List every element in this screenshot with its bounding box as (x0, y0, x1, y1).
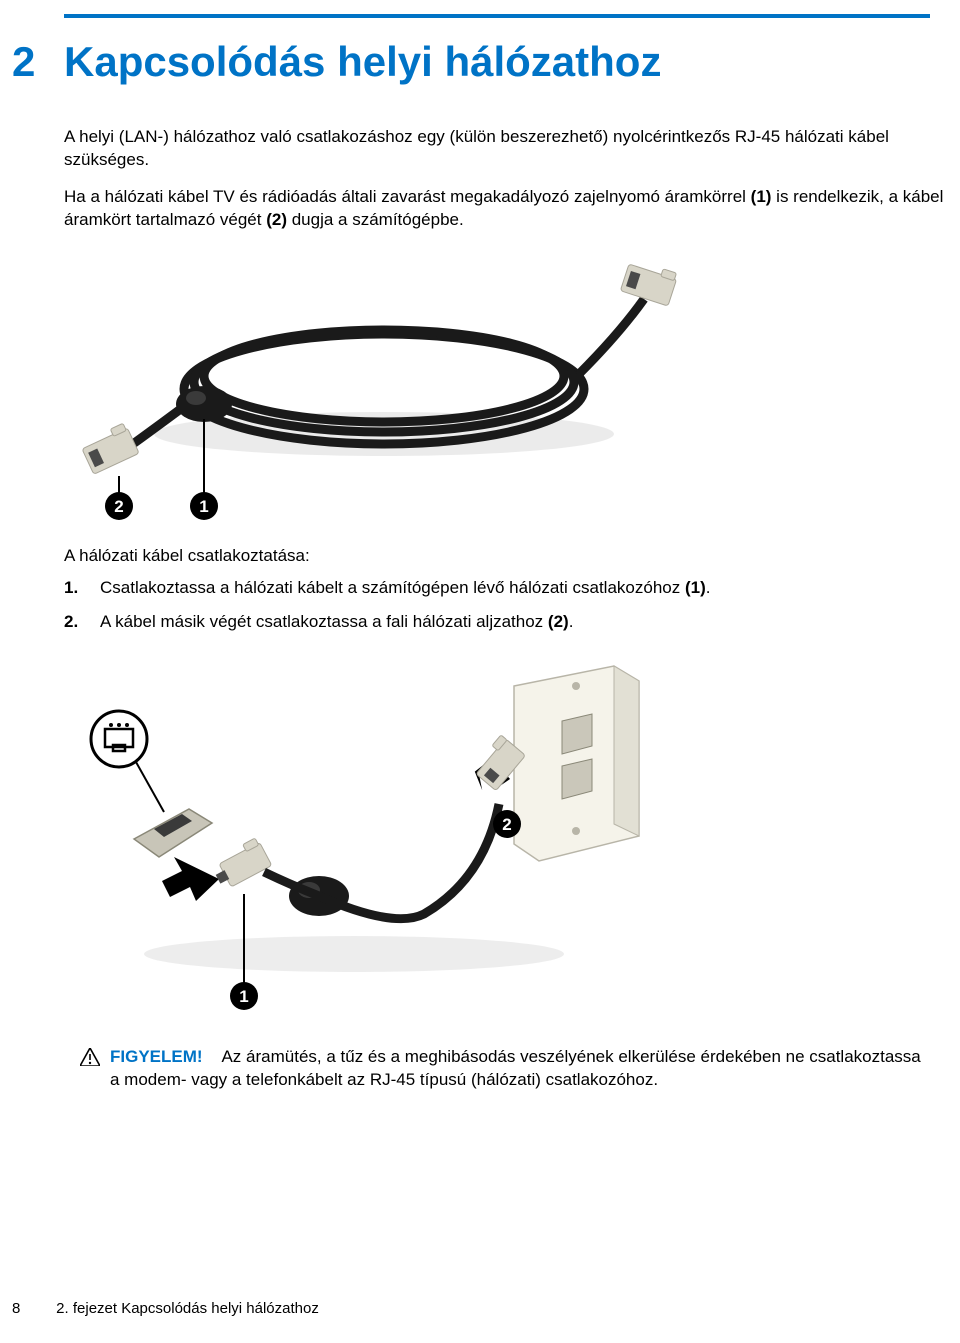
intro-paragraphs: A helyi (LAN-) hálózathoz való csatlakoz… (64, 126, 948, 232)
warning-body: Az áramütés, a tűz és a meghibásodás ves… (110, 1047, 921, 1089)
cable-illustration: 1 2 (64, 254, 684, 524)
footer-text: 2. fejezet Kapcsolódás helyi hálózathoz (56, 1300, 319, 1317)
connection-illustration: 1 2 (64, 654, 684, 1024)
page-container: 2 Kapcsolódás helyi hálózathoz A helyi (… (0, 0, 960, 1092)
step-1: 1. Csatlakoztassa a hálózati kábelt a sz… (64, 578, 948, 598)
step-1-text: Csatlakoztassa a hálózati kábelt a számí… (100, 578, 948, 598)
warning-label: FIGYELEM! (110, 1047, 203, 1066)
warning-icon (80, 1048, 100, 1072)
svg-text:1: 1 (239, 987, 248, 1006)
svg-text:1: 1 (199, 497, 208, 516)
warning-box: FIGYELEM! Az áramütés, a tűz és a meghib… (110, 1046, 930, 1092)
p2-b1: (1) (751, 187, 772, 206)
footer-page-number: 8 (12, 1300, 52, 1317)
figure-cable: 1 2 (64, 254, 960, 524)
step-2-num: 2. (64, 612, 100, 632)
figure-connection: 1 2 (64, 654, 960, 1024)
chapter-heading: 2 Kapcsolódás helyi hálózathoz (0, 38, 960, 86)
chapter-title: Kapcsolódás helyi hálózathoz (64, 38, 661, 86)
paragraph-2: Ha a hálózati kábel TV és rádióadás álta… (64, 186, 948, 232)
page-footer: 8 2. fejezet Kapcsolódás helyi hálózatho… (12, 1300, 930, 1317)
step-2: 2. A kábel másik végét csatlakoztassa a … (64, 612, 948, 632)
step-1-num: 1. (64, 578, 100, 598)
p2-post: dugja a számítógépbe. (287, 210, 464, 229)
paragraph-1: A helyi (LAN-) hálózathoz való csatlakoz… (64, 126, 948, 172)
chapter-number: 2 (12, 38, 64, 86)
top-rule (64, 14, 930, 18)
svg-text:2: 2 (502, 815, 511, 834)
p2-b2: (2) (266, 210, 287, 229)
p2-pre: Ha a hálózati kábel TV és rádióadás álta… (64, 187, 751, 206)
step-list: 1. Csatlakoztassa a hálózati kábelt a sz… (64, 578, 948, 632)
svg-text:2: 2 (114, 497, 123, 516)
steps-intro: A hálózati kábel csatlakoztatása: (64, 546, 948, 566)
step-2-text: A kábel másik végét csatlakoztassa a fal… (100, 612, 948, 632)
warning-text (207, 1047, 221, 1066)
